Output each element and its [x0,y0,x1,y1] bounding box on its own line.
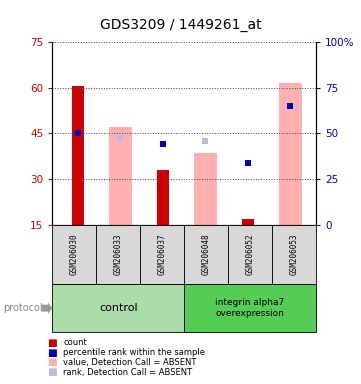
Bar [72,86,84,225]
Text: rank, Detection Call = ABSENT: rank, Detection Call = ABSENT [63,368,192,377]
Bar [109,127,132,225]
Text: GDS3209 / 1449261_at: GDS3209 / 1449261_at [100,18,261,32]
Text: ■: ■ [47,358,57,367]
Text: protocol: protocol [4,303,43,313]
Bar [193,153,217,225]
Text: GSM206037: GSM206037 [158,233,167,275]
Text: GSM206052: GSM206052 [245,233,255,275]
Text: GSM206030: GSM206030 [70,233,79,275]
Text: control: control [99,303,138,313]
Bar [242,218,254,225]
Bar [157,170,169,225]
Text: GSM206053: GSM206053 [290,233,299,275]
Text: GSM206033: GSM206033 [114,233,123,275]
Text: value, Detection Call = ABSENT: value, Detection Call = ABSENT [63,358,196,367]
Text: ■: ■ [47,338,57,348]
Text: integrin alpha7
overexpression: integrin alpha7 overexpression [216,298,284,318]
Bar [279,83,302,225]
Text: percentile rank within the sample: percentile rank within the sample [63,348,205,357]
Text: ■: ■ [47,367,57,377]
Text: count: count [63,338,87,347]
Text: GSM206048: GSM206048 [201,233,210,275]
Text: ■: ■ [47,348,57,358]
